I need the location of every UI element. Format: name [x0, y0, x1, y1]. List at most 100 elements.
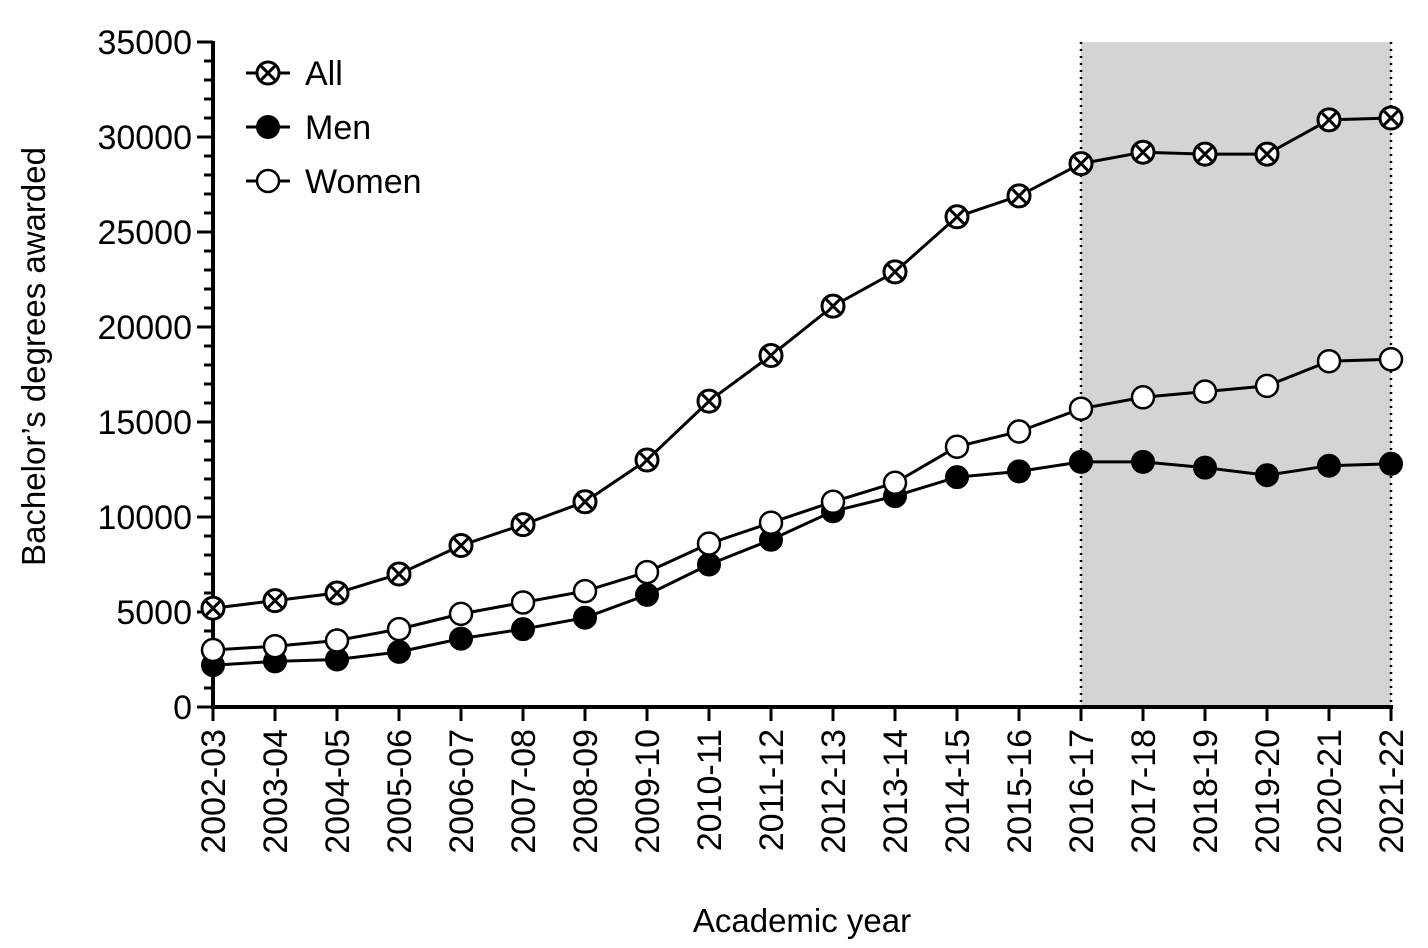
marker-shape: [1068, 396, 1094, 421]
data-point-all: [696, 388, 722, 414]
data-point-men: [387, 639, 411, 664]
data-point-women: [1130, 385, 1156, 410]
marker-shape: [1254, 373, 1280, 399]
x-tick-label: 2021-22: [1373, 729, 1411, 854]
legend-marker: [255, 168, 281, 194]
marker-cross: [260, 65, 276, 81]
marker-cross: [1073, 155, 1089, 172]
x-tick-label: 2014-15: [939, 729, 977, 854]
marker-shape: [262, 633, 288, 659]
data-point-all: [386, 561, 412, 587]
y-tick-label: 30000: [97, 119, 192, 157]
marker-shape: [945, 465, 969, 490]
data-point-women: [1192, 379, 1218, 404]
x-tick-label: 2011-12: [753, 729, 791, 851]
x-tick-label: 2007-08: [505, 729, 543, 854]
data-point-all: [1316, 107, 1342, 133]
marker-shape: [510, 590, 536, 615]
marker-cross: [1259, 146, 1275, 162]
x-tick-label: 2009-10: [629, 729, 667, 854]
marker-cross: [825, 298, 841, 314]
data-point-women: [820, 489, 846, 515]
data-point-women: [510, 590, 536, 615]
x-tick-label: 2006-07: [443, 729, 481, 854]
marker-shape: [635, 582, 659, 607]
marker-cross: [1011, 188, 1027, 204]
marker-cross: [577, 493, 593, 510]
marker-shape: [511, 617, 535, 642]
marker-shape: [1316, 348, 1342, 374]
y-tick-label: 10000: [97, 499, 192, 537]
data-point-men: [945, 465, 969, 490]
x-tick-label: 2008-09: [567, 729, 605, 854]
legend-label: Women: [305, 163, 422, 201]
x-tick-label: 2019-20: [1249, 729, 1287, 854]
marker-shape: [1378, 347, 1404, 372]
x-tick-label: 2016-17: [1063, 729, 1101, 854]
data-point-women: [324, 628, 350, 653]
data-point-all: [510, 512, 536, 538]
data-point-all: [634, 447, 660, 473]
marker-cross: [701, 393, 717, 409]
marker-shape: [1130, 385, 1156, 410]
y-tick-label: 0: [173, 689, 192, 727]
x-tick-label: 2004-05: [319, 729, 357, 854]
legend-marker: [256, 115, 280, 139]
x-tick-label: 2020-21: [1311, 729, 1349, 854]
data-point-women: [1006, 419, 1032, 444]
data-point-men: [1007, 459, 1031, 484]
data-point-men: [1379, 451, 1403, 476]
data-point-men: [1131, 449, 1155, 474]
marker-cross: [1321, 112, 1337, 128]
x-tick-label: 2017-18: [1125, 729, 1163, 854]
marker-cross: [1383, 110, 1399, 126]
marker-cross: [949, 208, 965, 225]
marker-shape: [1192, 379, 1218, 404]
marker-shape: [449, 626, 473, 651]
legend-label: All: [305, 55, 343, 93]
data-point-all: [944, 204, 970, 230]
marker-shape: [1006, 419, 1032, 444]
marker-shape: [1379, 451, 1403, 476]
y-tick-label: 35000: [97, 24, 192, 62]
x-axis-title: Academic year: [693, 902, 911, 939]
marker-shape: [255, 168, 281, 194]
data-point-men: [1069, 449, 1093, 474]
x-tick-label: 2013-14: [877, 729, 915, 854]
legend-item-women: Women: [246, 163, 422, 201]
marker-shape: [386, 616, 412, 642]
marker-shape: [573, 605, 597, 630]
y-tick-label: 25000: [97, 214, 192, 252]
marker-shape: [634, 559, 660, 585]
data-point-all: [448, 533, 474, 558]
data-point-women: [448, 601, 474, 627]
data-point-women: [1378, 347, 1404, 372]
marker-cross: [763, 347, 779, 364]
data-point-women: [1254, 373, 1280, 399]
marker-cross: [391, 566, 407, 582]
marker-shape: [820, 489, 846, 515]
data-point-all: [1006, 183, 1032, 209]
x-tick-label: 2010-11: [691, 729, 729, 851]
marker-cross: [267, 592, 283, 609]
data-point-all: [1068, 151, 1094, 177]
data-point-all: [1378, 105, 1404, 131]
y-tick-label: 20000: [97, 309, 192, 347]
marker-shape: [572, 578, 598, 604]
x-tick-label: 2005-06: [381, 729, 419, 854]
data-point-all: [324, 580, 350, 606]
marker-cross: [1197, 146, 1213, 162]
data-point-all: [882, 259, 908, 285]
data-point-all: [200, 595, 226, 621]
data-point-women: [1068, 396, 1094, 421]
data-point-women: [634, 559, 660, 585]
data-point-all: [1130, 139, 1156, 165]
marker-cross: [205, 600, 221, 617]
data-point-men: [511, 617, 535, 642]
marker-shape: [1069, 449, 1093, 474]
data-point-all: [262, 588, 288, 614]
legend-item-all: All: [246, 55, 343, 93]
x-tick-label: 2015-16: [1001, 729, 1039, 854]
marker-shape: [697, 552, 721, 577]
data-point-men: [697, 552, 721, 577]
